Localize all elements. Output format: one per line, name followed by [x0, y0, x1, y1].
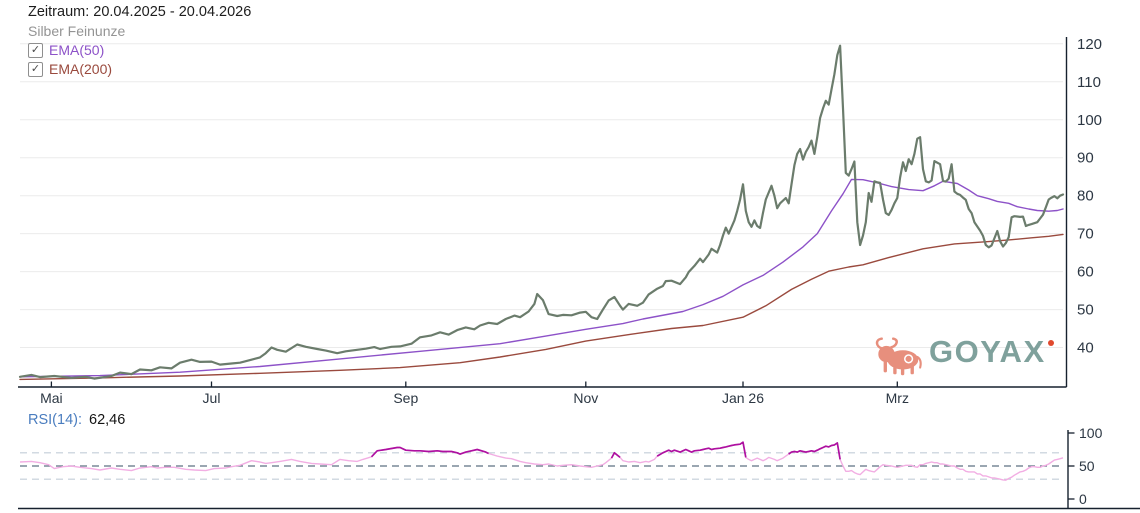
goyax-bull-icon: [875, 337, 922, 376]
goyax-watermark: GOYAX: [874, 331, 1054, 377]
y-tick-label: 120: [1077, 36, 1102, 53]
x-tick-label: Jan 26: [722, 390, 764, 406]
series-rsi-overbought: [610, 451, 621, 459]
series-EMA(200): [19, 233, 1064, 381]
y-tick-label: 50: [1077, 302, 1094, 319]
x-tick-label: Mrz: [886, 390, 909, 406]
x-tick-label: Nov: [573, 390, 598, 406]
x-tick-label: Jul: [203, 390, 221, 406]
zeitraum-label: Zeitraum: 20.04.2025 - 20.04.2026: [28, 4, 252, 20]
ema50-checkbox[interactable]: ✓: [28, 42, 43, 58]
y-tick-label: 90: [1077, 150, 1094, 167]
series-EMA(50): [19, 178, 1064, 378]
series-rsi-overbought: [370, 446, 489, 458]
x-tick-label: Mai: [40, 390, 63, 406]
rsi-y-tick-label: 50: [1079, 458, 1095, 474]
rsi-y-tick-label: 0: [1079, 491, 1087, 507]
y-tick-label: 110: [1077, 74, 1101, 91]
ema200-toggle[interactable]: ✓ EMA(200): [28, 61, 112, 77]
rsi-y-tick-label: 100: [1079, 425, 1103, 441]
series-Silber Feinunze: [18, 44, 1065, 380]
ema200-checkbox[interactable]: ✓: [28, 61, 43, 77]
y-tick-label: 70: [1077, 226, 1094, 243]
ema50-label: EMA(50): [49, 42, 105, 58]
goyax-logo-dot: [1047, 340, 1054, 346]
series-rsi: [19, 441, 1064, 481]
series-rsi-overbought: [788, 442, 841, 460]
ema200-label: EMA(200): [49, 61, 113, 77]
rsi-header: RSI(14): 62,46: [28, 412, 125, 428]
x-tick-label: Sep: [393, 390, 418, 406]
y-tick-label: 60: [1077, 264, 1094, 281]
series-rsi-overbought: [656, 441, 747, 458]
ema50-toggle[interactable]: ✓ EMA(50): [28, 42, 104, 58]
rsi-label: RSI(14):: [28, 412, 82, 428]
y-tick-label: 100: [1077, 112, 1102, 129]
instrument-label: Silber Feinunze: [28, 23, 126, 39]
y-tick-label: 80: [1077, 188, 1094, 205]
goyax-logo-text: GOYAX: [929, 334, 1046, 369]
y-tick-label: 40: [1077, 340, 1094, 357]
rsi-value: 62,46: [89, 412, 126, 428]
